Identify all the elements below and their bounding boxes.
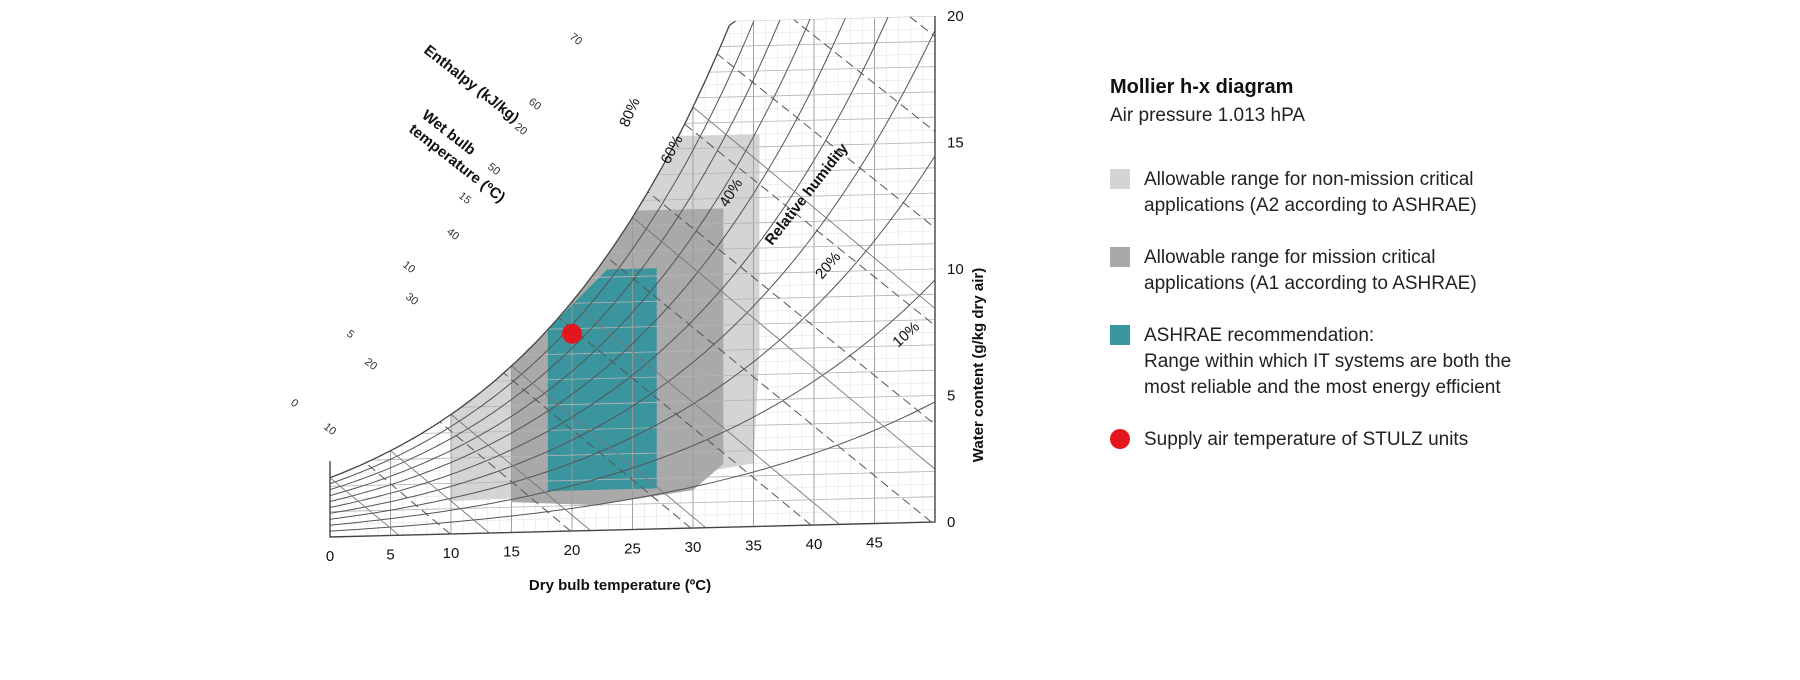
rh-curve — [330, 155, 935, 520]
fine-grid-h — [330, 16, 935, 32]
rh-curve — [330, 16, 760, 485]
legend-line: ASHRAE recommendation: — [1144, 325, 1375, 346]
legend-swatch — [1110, 325, 1130, 345]
recommended-region — [547, 268, 657, 492]
fine-grid-h — [330, 180, 935, 196]
wetbulb-line — [511, 365, 707, 529]
x-tick-label: 40 — [806, 536, 823, 553]
enthalpy-line — [330, 39, 571, 532]
legend-list: Allowable range for non-mission critical… — [1110, 167, 1670, 453]
water-content-line — [330, 167, 935, 184]
rh-curve — [330, 16, 791, 491]
water-content-line — [330, 66, 935, 82]
tick-labels: 0 5 10 15 20 25 30 35 40 450510152010203040506070… — [288, 8, 964, 565]
legend-text: Allowable range for non-mission critical… — [1144, 167, 1477, 219]
water-content-line — [330, 496, 935, 513]
mollier-diagram: Dry bulb temperature (ºC) Water content … — [288, 8, 987, 594]
y-tick-label: 15 — [947, 135, 964, 152]
rh-tick-label: 20% — [812, 249, 844, 283]
water-content-line — [330, 445, 935, 462]
fine-grid-h — [330, 28, 935, 44]
x-tick-label: 20 — [564, 542, 581, 559]
y-tick-label: 20 — [947, 8, 964, 25]
wetbulb-tick-label: 5 — [344, 328, 356, 341]
legend-line: applications (A1 according to ASHRAE) — [1144, 273, 1477, 294]
panel-subtitle: Air pressure 1.013 hPA — [1110, 105, 1306, 126]
panel-title: Mollier h-x diagram — [1110, 76, 1294, 98]
wetbulb-tick-label: 20 — [512, 121, 529, 138]
legend-text: Allowable range for mission critical appl… — [1144, 245, 1477, 297]
wetbulb-line — [692, 106, 935, 517]
legend-item: ASHRAE recommendation: Range within which… — [1110, 323, 1670, 401]
rh-curve — [330, 401, 935, 532]
enthalpy-line — [330, 42, 451, 535]
enthalpy-tick-label: 50 — [485, 161, 502, 178]
x-tick-label: 35 — [745, 538, 762, 555]
wetbulb-tick-label: 10 — [400, 259, 417, 276]
wetbulb-line — [450, 414, 591, 531]
fine-grid-h — [330, 53, 935, 70]
y-tick-label: 0 — [947, 514, 955, 531]
legend-swatch — [1110, 169, 1130, 189]
rh-tick-label: 80% — [616, 95, 644, 129]
enthalpy-tick-label: 60 — [526, 96, 543, 113]
x-tick-label: 0 — [326, 548, 334, 565]
water-content-line — [330, 16, 935, 32]
enthalpy-tick-label: 20 — [362, 356, 379, 373]
enthalpy-tick-label: 40 — [444, 226, 461, 243]
y-tick-label: 10 — [947, 261, 964, 278]
legend-panel: Mollier h-x diagram Air pressure 1.013 h… — [1110, 76, 1670, 479]
x-tick-label: 25 — [624, 541, 641, 558]
rh-curve — [330, 279, 935, 526]
x-tick-label: 15 — [503, 544, 520, 561]
legend-line: Allowable range for non-mission critical — [1144, 169, 1474, 190]
fine-grid-h — [330, 79, 935, 95]
x-tick-label: 10 — [443, 545, 460, 562]
axis-frame — [329, 16, 936, 538]
enthalpy-tick-label: 30 — [403, 291, 420, 308]
wetbulb-line — [330, 477, 400, 536]
supply-marker-layer — [562, 323, 582, 344]
legend-item: Allowable range for non-mission critical… — [1110, 167, 1670, 219]
y-axis-label: Water content (g/kg dry air) — [970, 268, 987, 462]
rh-curve — [330, 16, 851, 502]
wetbulb-tick-label: 0 — [288, 397, 300, 410]
legend-item: Supply air temperature of STULZ units — [1110, 427, 1670, 453]
saturation-curve — [329, 20, 736, 479]
enthalpy-tick-label: 70 — [567, 31, 584, 48]
enthalpy-tick-label: 10 — [321, 421, 338, 438]
x-tick-label: 45 — [866, 535, 883, 552]
rh-curve — [330, 29, 935, 514]
enthalpy-line — [793, 19, 935, 511]
legend-line: most reliable and the most energy effici… — [1144, 377, 1501, 398]
legend-line: applications (A2 according to ASHRAE) — [1144, 195, 1477, 216]
legend-swatch — [1110, 247, 1130, 267]
wetbulb-line — [390, 450, 490, 534]
y-tick-label: 5 — [947, 388, 955, 405]
enthalpy-line — [909, 16, 935, 508]
wetbulb-tick-label: 15 — [456, 190, 473, 207]
water-content-line — [330, 420, 935, 437]
rh-curve — [330, 16, 900, 508]
x-tick-label: 5 — [386, 547, 394, 564]
legend-swatch — [1110, 429, 1130, 449]
enthalpy-line — [330, 45, 331, 537]
legend-line: Range within which IT systems are both t… — [1144, 351, 1512, 372]
legend-text: ASHRAE recommendation: Range within which… — [1144, 323, 1511, 401]
legend-line: Allowable range for mission critical — [1144, 247, 1436, 268]
x-axis-label: Dry bulb temperature (ºC) — [529, 577, 711, 594]
wetbulb-line — [632, 216, 935, 521]
axes — [329, 16, 936, 538]
x-tick-label: 30 — [685, 539, 702, 556]
wetbulb-line — [571, 301, 840, 525]
legend-text: Supply air temperature of STULZ units — [1144, 427, 1468, 453]
legend-line: Supply air temperature of STULZ units — [1144, 429, 1469, 450]
supply-point-marker — [562, 323, 582, 344]
water-content-line — [330, 192, 935, 209]
legend-item: Allowable range for mission critical appl… — [1110, 245, 1670, 297]
